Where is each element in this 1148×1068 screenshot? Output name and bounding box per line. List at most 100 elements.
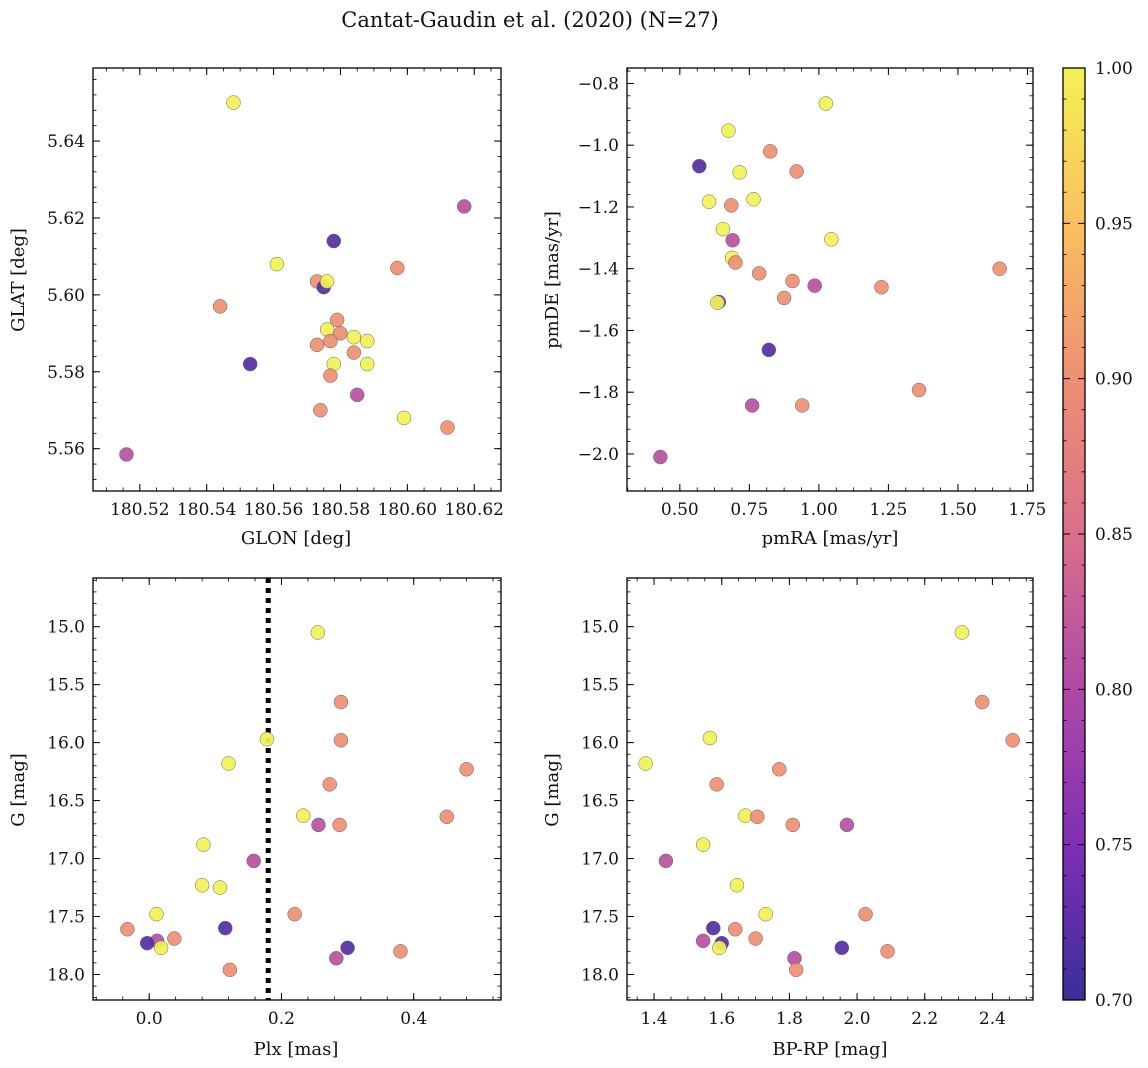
scatter-point xyxy=(724,198,739,213)
scatter-point xyxy=(340,940,355,956)
scatter-point xyxy=(824,232,839,247)
ylabel-g-right: G [mag] xyxy=(542,753,563,826)
scatter-point xyxy=(349,387,365,403)
xlabel-pmra: pmRA [mas/yr] xyxy=(762,528,899,549)
xtick-label: 180.62 xyxy=(445,500,504,520)
scatter-point xyxy=(120,922,135,937)
xtick-label: 1.00 xyxy=(800,500,838,520)
xtick-label: 2.0 xyxy=(844,1009,871,1029)
xlabel-bprp: BP-RP [mag] xyxy=(772,1039,887,1060)
scatter-point xyxy=(818,96,834,111)
scatter-point xyxy=(701,194,717,209)
scatter-point xyxy=(911,382,927,398)
scatter-point xyxy=(194,877,210,893)
xtick-label: 0.2 xyxy=(268,1009,295,1029)
scatter-point xyxy=(728,922,743,937)
scatter-point xyxy=(153,940,169,956)
axes-frame-pmra-pmde xyxy=(626,67,1034,492)
scatter-point xyxy=(221,756,236,771)
scatter-point xyxy=(309,337,325,353)
scatter-point xyxy=(858,906,873,922)
colorbar-tick-label: 0.85 xyxy=(1095,525,1133,545)
ytick-label: 16.0 xyxy=(47,734,85,754)
scatter-point xyxy=(744,398,760,413)
scatter-point xyxy=(226,95,241,110)
scatter-point xyxy=(788,962,804,978)
xtick-label: 180.52 xyxy=(110,500,169,520)
xlabel-glon: GLON [deg] xyxy=(241,528,351,549)
scatter-point xyxy=(695,933,711,949)
scatter-point xyxy=(785,273,800,289)
ytick-label: 5.62 xyxy=(47,209,85,229)
figure-title: Cantat-Gaudin et al. (2020) (N=27) xyxy=(341,8,719,32)
scatter-point xyxy=(222,962,238,978)
axes-frame-bprp-g xyxy=(626,577,1034,1001)
scatter-point xyxy=(880,944,895,959)
scatter-point xyxy=(333,733,349,748)
scatter-point xyxy=(794,398,810,413)
scatter-point xyxy=(259,731,275,747)
panel-bprp-g: 1.4 1.6 1.8 2.0 2.2 2.4 15.0 15.5 16.0 16.5 17.0 17… xyxy=(542,577,1034,1060)
ytick-label: 16.5 xyxy=(47,792,85,812)
ytick-label: 5.64 xyxy=(47,132,85,152)
scatter-point xyxy=(359,333,375,349)
scatter-point xyxy=(459,762,474,777)
ytick-label: 17.5 xyxy=(47,908,85,928)
xtick-label: 0.50 xyxy=(661,500,699,520)
scatter-point xyxy=(728,255,743,270)
scatter-point xyxy=(310,625,326,640)
scatter-point xyxy=(709,777,724,792)
scatter-point xyxy=(638,756,653,771)
scatter-point xyxy=(839,817,855,833)
ytick-label: 15.5 xyxy=(47,676,85,696)
scatter-point xyxy=(785,817,801,833)
scatter-point xyxy=(721,123,736,138)
ytick-label: −1.6 xyxy=(578,321,619,341)
scatter-point xyxy=(712,940,727,956)
scatter-point xyxy=(732,165,747,180)
panel-plx-g: 0.0 0.2 0.4 15.0 15.5 16.0 16.5 17.0 17.5 18.0 Pl… xyxy=(8,577,502,1060)
scatter-point xyxy=(196,837,211,852)
scatter-point xyxy=(1005,733,1020,748)
ylabel-g-left: G [mag] xyxy=(8,753,29,826)
xtick-label: 2.4 xyxy=(979,1009,1006,1029)
scatter-point xyxy=(322,777,337,792)
ytick-label: −0.8 xyxy=(578,74,619,94)
scatter-point xyxy=(167,931,182,946)
scatter-point xyxy=(323,333,338,349)
xtick-label: 1.6 xyxy=(708,1009,735,1029)
ytick-label: −1.8 xyxy=(578,383,619,403)
xtick-label: 1.4 xyxy=(641,1009,668,1029)
scatter-point xyxy=(242,356,258,372)
scatter-point xyxy=(975,694,990,710)
scatter-point xyxy=(313,402,328,418)
scatter-point xyxy=(992,261,1007,276)
scatter-point xyxy=(212,299,228,314)
colorbar-tick-label: 0.90 xyxy=(1095,370,1133,390)
xlabel-plx: Plx [mas] xyxy=(254,1039,339,1060)
xtick-label: 2.2 xyxy=(911,1009,938,1029)
xtick-label: 0.0 xyxy=(136,1009,163,1029)
ylabel-pmde: pmDE [mas/yr] xyxy=(542,211,563,349)
scatter-point xyxy=(692,158,707,174)
colorbar-tick-label: 1.00 xyxy=(1095,59,1133,79)
scatter-point xyxy=(326,233,342,249)
scatter-point xyxy=(390,260,405,276)
scatter-point xyxy=(776,290,792,306)
xtick-label: 1.8 xyxy=(776,1009,803,1029)
scatter-point xyxy=(807,278,822,293)
panel-glon-glat: 180.52 180.54 180.56 180.58 180.60 180.62 5.56… xyxy=(8,67,504,549)
scatter-point xyxy=(311,817,326,833)
ytick-label: 15.0 xyxy=(581,618,619,638)
colorbar: 0.70 0.75 0.80 0.85 0.90 0.95 1.00 xyxy=(1062,59,1133,1011)
scatter-point xyxy=(834,940,850,956)
scatter-point xyxy=(954,625,970,640)
scatter-point xyxy=(710,295,725,310)
scatter-point xyxy=(346,345,362,360)
ytick-label: 17.0 xyxy=(581,850,619,870)
scatter-point xyxy=(296,808,311,823)
ytick-label: 5.58 xyxy=(47,363,85,383)
ytick-label: 5.56 xyxy=(47,440,85,460)
scatter-point xyxy=(332,817,347,833)
ytick-label: 15.5 xyxy=(581,676,619,696)
